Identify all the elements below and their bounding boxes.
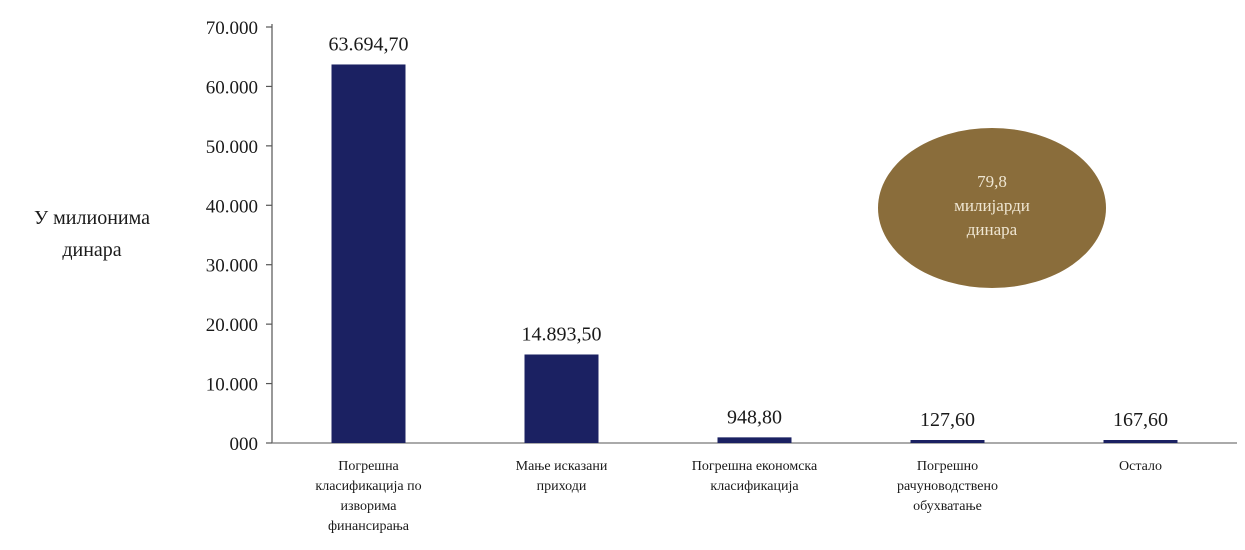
bar bbox=[910, 440, 985, 443]
category-label: финансирања bbox=[328, 519, 410, 534]
y-tick-label: 20.000 bbox=[206, 315, 258, 336]
category-label: приходи bbox=[537, 479, 587, 494]
y-tick-label: 000 bbox=[230, 434, 259, 455]
annotation-text: 79,8 bbox=[977, 172, 1007, 191]
y-axis-ticks: 000 10.000 20.000 30.000 40.000 50.000 60.000 7… bbox=[206, 18, 272, 455]
category-label: класификација bbox=[710, 479, 799, 494]
category-label: Остало bbox=[1119, 459, 1162, 474]
category-label: Погрешна економска bbox=[692, 459, 818, 474]
category-label: обухватање bbox=[913, 499, 982, 514]
value-labels: 63.694,70 14.893,50 948,80 127,60 167,60 bbox=[329, 33, 1169, 431]
category-label: Мање исказани bbox=[516, 459, 608, 474]
y-axis-label: У милионима динара bbox=[34, 207, 150, 261]
y-tick-label: 30.000 bbox=[206, 256, 258, 277]
y-tick-label: 70.000 bbox=[206, 18, 258, 39]
annotation-oval bbox=[878, 128, 1106, 288]
y-tick-label: 10.000 bbox=[206, 375, 258, 396]
bar-value-label: 63.694,70 bbox=[329, 33, 409, 55]
bar bbox=[1103, 440, 1178, 443]
bar bbox=[331, 64, 406, 443]
category-label: Погрешно bbox=[917, 459, 978, 474]
category-label: Погрешна bbox=[338, 459, 399, 474]
bar-value-label: 127,60 bbox=[920, 409, 975, 431]
bar-value-label: 167,60 bbox=[1113, 409, 1168, 431]
total-annotation: 79,8 милијарди динара bbox=[878, 128, 1106, 288]
category-label: изворима bbox=[340, 499, 397, 514]
bar bbox=[524, 354, 599, 443]
y-tick-label: 50.000 bbox=[206, 137, 258, 158]
bar bbox=[717, 437, 792, 443]
y-axis-label-line: У милионима bbox=[34, 207, 150, 229]
annotation-text: динара bbox=[967, 220, 1018, 239]
bar-value-label: 948,80 bbox=[727, 406, 782, 428]
category-labels: Погрешна класификација по изворима финансир… bbox=[315, 459, 1162, 534]
category-label: класификација по bbox=[315, 479, 421, 494]
y-axis-label-line: динара bbox=[62, 239, 121, 261]
bars bbox=[331, 64, 1178, 443]
annotation-text: милијарди bbox=[954, 196, 1030, 215]
y-tick-label: 40.000 bbox=[206, 196, 258, 217]
bar-value-label: 14.893,50 bbox=[522, 323, 602, 345]
category-label: рачуноводствено bbox=[897, 479, 998, 494]
y-tick-label: 60.000 bbox=[206, 77, 258, 98]
